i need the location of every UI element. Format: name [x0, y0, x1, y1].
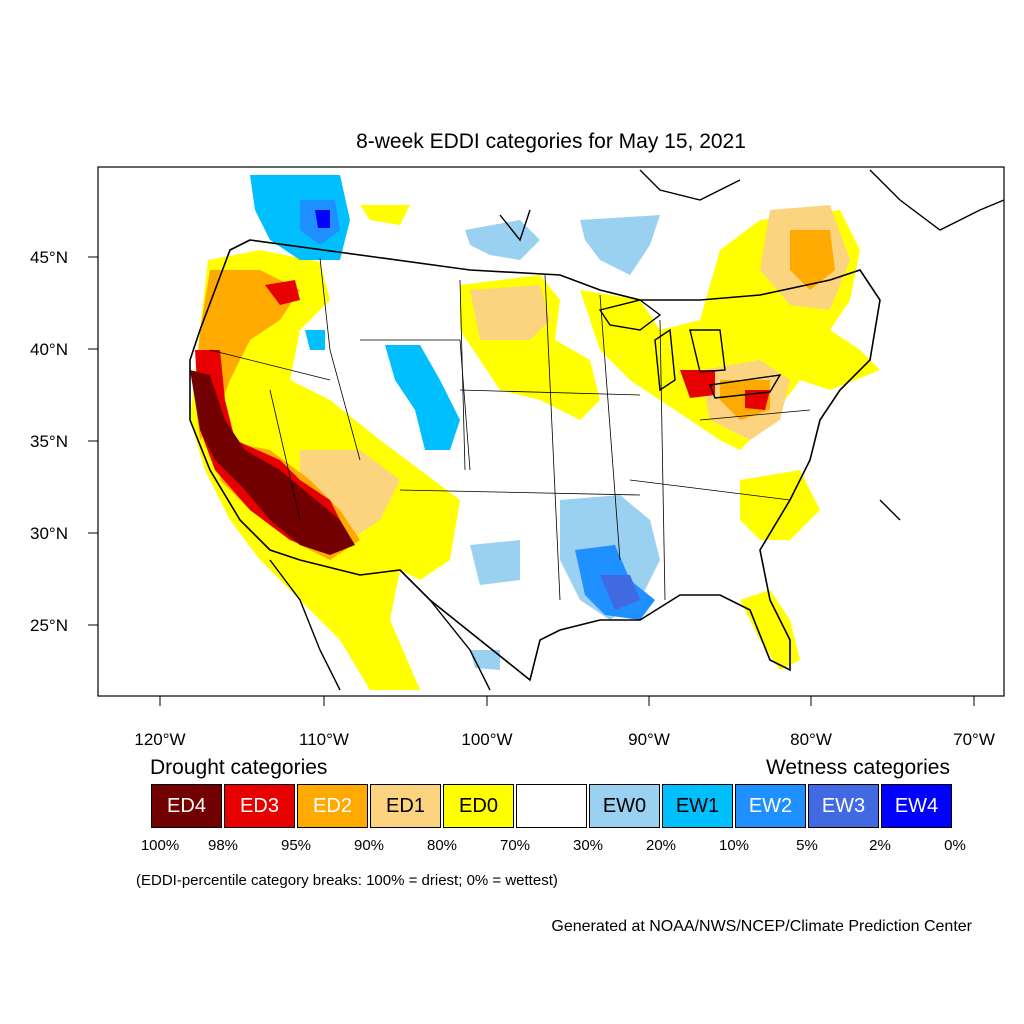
lat-ticks — [88, 256, 98, 626]
lat-label: 35°N — [30, 432, 68, 451]
lon-label: 80°W — [790, 730, 832, 749]
percentile-label: 95% — [280, 837, 312, 854]
region-ew4-northwest — [315, 210, 330, 228]
mexico-coast — [269, 499, 901, 691]
legend-cell: EW2 — [735, 784, 806, 828]
credit-line: Generated at NOAA/NWS/NCEP/Climate Predi… — [551, 918, 972, 935]
percentile-label: 2% — [869, 837, 891, 854]
lon-label: 70°W — [953, 730, 995, 749]
region-ed0-northwest-strip — [360, 205, 410, 225]
legend-cell: ED0 — [443, 784, 514, 828]
category-note: (EDDI-percentile category breaks: 100% =… — [136, 872, 558, 889]
percentile-label: 100% — [140, 837, 180, 854]
state-borders — [209, 257, 811, 601]
great-lakes — [598, 299, 782, 399]
percentile-label: 5% — [796, 837, 818, 854]
drought-heading: Drought categories — [150, 756, 328, 779]
legend-cell: EW4 — [881, 784, 952, 828]
percentile-label: 20% — [645, 837, 677, 854]
region-ew3-gulf — [600, 575, 640, 610]
canada-coast — [499, 169, 1004, 242]
lat-label: 25°N — [30, 616, 68, 635]
wetness-heading: Wetness categories — [765, 756, 950, 779]
lat-label: 40°N — [30, 340, 68, 359]
region-ew1-wyoming — [385, 345, 460, 450]
lon-label: 100°W — [461, 730, 512, 749]
percentile-label: 0% — [944, 837, 966, 854]
lon-label: 110°W — [299, 730, 349, 749]
lon-labels: 120°W 110°W 100°W 90°W 80°W 70°W — [134, 730, 994, 749]
legend-colorbar: ED4 ED3 ED2 ED1 ED0 EW0 EW1 EW2 EW3 EW4 — [151, 784, 952, 828]
legend-cell — [516, 784, 587, 828]
region-ed2-northeast — [790, 230, 835, 290]
category-shading — [189, 169, 1004, 691]
region-ew1-idaho — [305, 330, 325, 350]
legend-cell: EW1 — [662, 784, 733, 828]
percentile-label: 90% — [353, 837, 385, 854]
legend-cell: ED2 — [297, 784, 368, 828]
percentile-label: 98% — [207, 837, 239, 854]
map-frame — [97, 166, 1005, 697]
region-ew0-north — [465, 215, 660, 275]
map-title: 8-week EDDI categories for May 15, 2021 — [356, 130, 746, 153]
region-ed3-midwest — [680, 370, 770, 410]
legend-cell: ED4 — [151, 784, 222, 828]
lat-labels: 45°N 40°N 35°N 30°N 25°N — [30, 248, 68, 635]
percentile-label: 70% — [499, 837, 531, 854]
percentile-label: 80% — [426, 837, 458, 854]
lat-label: 30°N — [30, 524, 68, 543]
lat-label: 45°N — [30, 248, 68, 267]
us-outline — [189, 239, 881, 682]
region-ed3-oregon — [265, 280, 300, 305]
legend-cell: ED1 — [370, 784, 441, 828]
legend-cell: EW3 — [808, 784, 879, 828]
region-ed4-california — [190, 370, 355, 555]
percentile-label: 10% — [718, 837, 750, 854]
legend-cell: ED3 — [224, 784, 295, 828]
region-ew0-gulf — [470, 495, 660, 670]
region-ed1-plains — [470, 285, 550, 340]
legend-cell: EW0 — [589, 784, 660, 828]
lon-label: 120°W — [134, 730, 185, 749]
lon-label: 90°W — [628, 730, 670, 749]
percentile-label: 30% — [572, 837, 604, 854]
lon-ticks — [159, 696, 975, 706]
region-ed0-southeast — [740, 470, 820, 670]
